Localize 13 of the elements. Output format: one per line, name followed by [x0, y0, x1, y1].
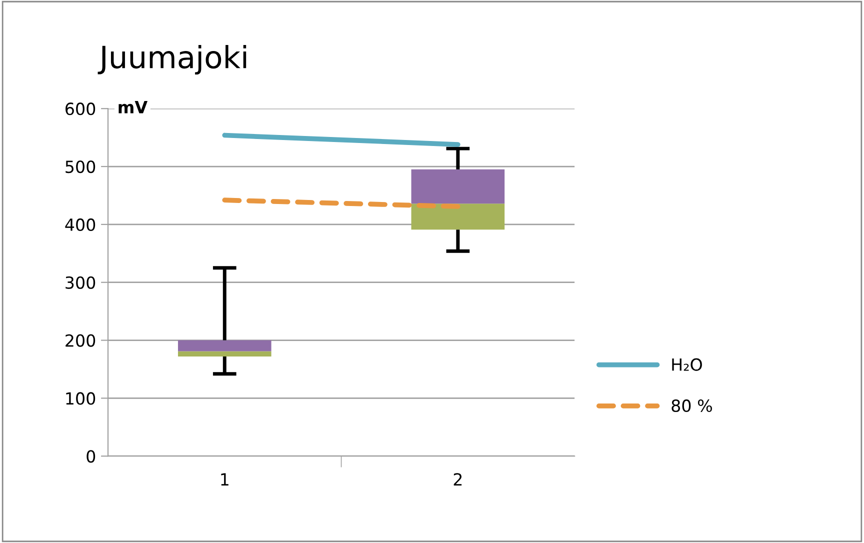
y-tick-label: 600	[66, 102, 96, 116]
y-tick-label: 200	[66, 334, 96, 347]
y-tick-label: 300	[66, 276, 96, 289]
y-tick-label: 0	[86, 450, 96, 463]
y-tick-label: 100	[66, 392, 96, 405]
y-axis-title: mV	[118, 101, 148, 114]
chart-title: Juumajoki	[98, 44, 246, 75]
legend-label: H₂O	[672, 358, 702, 371]
legend-label: 80 %	[672, 399, 712, 412]
x-tick-label: 2	[454, 473, 462, 486]
y-tick-label: 500	[66, 160, 96, 174]
x-tick-label: 1	[221, 473, 228, 486]
y-tick-label: 400	[65, 218, 96, 232]
